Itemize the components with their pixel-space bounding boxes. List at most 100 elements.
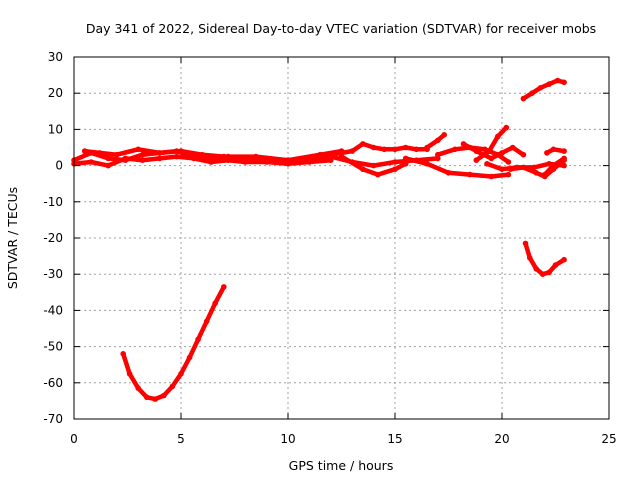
data-point [424, 161, 430, 167]
data-point [156, 150, 163, 156]
series-line [82, 147, 344, 163]
data-point [191, 155, 197, 162]
series-track-h [473, 124, 510, 163]
data-point [441, 132, 448, 138]
data-point [561, 79, 567, 86]
x-tick-label: 10 [280, 432, 295, 446]
data-point [169, 383, 176, 390]
data-point [529, 90, 535, 96]
data-point [413, 146, 420, 153]
data-point [561, 148, 567, 154]
data-point [392, 146, 398, 153]
series-track-e [402, 155, 512, 180]
data-point [173, 153, 180, 160]
series-band-3 [81, 146, 345, 163]
y-tick-label: 0 [55, 159, 63, 173]
data-point [537, 85, 544, 91]
y-tick-label: -20 [43, 231, 63, 245]
data-point [338, 153, 345, 160]
data-point [473, 148, 480, 154]
x-tick-label: 0 [70, 432, 78, 446]
x-tick-label: 5 [177, 432, 185, 446]
data-point [135, 146, 141, 153]
data-point [360, 141, 366, 147]
data-point [392, 166, 398, 172]
data-point [533, 170, 539, 176]
data-point [467, 171, 473, 178]
data-point [527, 255, 533, 261]
data-point [552, 262, 559, 268]
data-point [370, 162, 377, 169]
data-point [505, 159, 512, 165]
data-point [445, 170, 452, 176]
series-arc-deep-negative [120, 284, 227, 402]
y-tick-label: -30 [43, 267, 63, 281]
data-point [505, 171, 512, 178]
data-point [135, 385, 141, 392]
data-point [105, 162, 111, 169]
data-point [392, 159, 398, 165]
y-tick-label: 20 [48, 86, 63, 100]
data-point [494, 133, 501, 140]
data-point [208, 159, 214, 165]
data-point [460, 141, 467, 147]
data-point [546, 161, 552, 167]
data-point [306, 159, 313, 165]
chart-title: Day 341 of 2022, Sidereal Day-to-day VTE… [86, 21, 596, 36]
data-point [561, 155, 567, 162]
x-tick-label: 25 [601, 432, 616, 446]
y-tick-label: -70 [43, 412, 63, 426]
x-tick-label: 15 [387, 432, 402, 446]
data-point [503, 124, 510, 131]
series-track-k [542, 155, 567, 178]
series-layer [71, 77, 567, 402]
data-point [484, 161, 490, 167]
data-point [520, 151, 527, 158]
data-point [253, 153, 259, 160]
data-point [509, 144, 516, 151]
data-point [539, 271, 546, 278]
data-point [81, 148, 88, 154]
data-point [114, 151, 120, 158]
data-point [122, 155, 129, 162]
data-point [212, 300, 218, 307]
x-axis-label: GPS time / hours [289, 458, 394, 473]
data-point [542, 171, 548, 178]
data-point [488, 173, 495, 180]
data-point [499, 150, 505, 156]
series-band-2 [71, 153, 334, 169]
data-point [531, 164, 537, 171]
data-point [88, 159, 94, 165]
data-point [424, 144, 430, 151]
data-point [402, 161, 409, 167]
data-point [544, 150, 550, 156]
data-point [161, 392, 167, 399]
data-point [195, 336, 201, 343]
data-point [144, 394, 150, 401]
data-point [435, 137, 441, 144]
y-tick-label: -60 [43, 376, 63, 390]
series-track-d [338, 153, 409, 178]
data-point [520, 95, 527, 102]
series-arc-lower-right [522, 240, 567, 278]
series-track-l [544, 146, 567, 156]
data-point [550, 146, 557, 153]
data-point [507, 166, 514, 172]
data-point [178, 371, 184, 377]
data-point [360, 166, 366, 172]
data-point [402, 144, 409, 151]
data-point [473, 157, 480, 163]
data-point [488, 155, 495, 162]
data-point [520, 164, 527, 171]
tick-layer: 0 5 10 15 20 25 -70 -60 -50 -40 -30 -20 -10 0 10 20 30 [43, 50, 616, 446]
series-line [328, 141, 430, 157]
data-point [554, 77, 561, 84]
data-point [178, 148, 184, 154]
series-line [403, 156, 511, 179]
series-arc-upper-right [520, 77, 567, 102]
series-line [120, 284, 227, 402]
data-point [139, 151, 146, 158]
data-point [156, 155, 163, 162]
data-point [349, 148, 356, 154]
